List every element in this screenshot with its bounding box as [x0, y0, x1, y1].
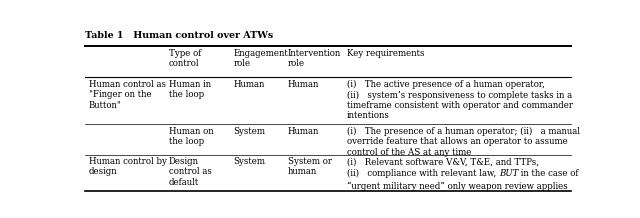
- Text: Human control by
design: Human control by design: [89, 157, 167, 177]
- Text: System or
human: System or human: [288, 157, 332, 177]
- Text: Human in
the loop: Human in the loop: [169, 80, 211, 99]
- Text: Human control as
"Finger on the
Button": Human control as "Finger on the Button": [89, 80, 166, 110]
- Text: Table 1   Human control over ATWs: Table 1 Human control over ATWs: [85, 31, 273, 40]
- Text: Design
control as
default: Design control as default: [169, 157, 212, 187]
- Text: Human: Human: [288, 80, 319, 89]
- Text: Human on
the loop: Human on the loop: [169, 127, 213, 146]
- Text: (i)   The presence of a human operator; (ii)   a manual
override feature that al: (i) The presence of a human operator; (i…: [347, 127, 580, 157]
- Text: (i)   The active presence of a human operator,
(ii)   system’s responsiveness to: (i) The active presence of a human opera…: [347, 80, 573, 120]
- Text: System: System: [233, 127, 265, 136]
- Text: Human: Human: [288, 127, 319, 136]
- Text: Key requirements: Key requirements: [347, 49, 424, 58]
- Text: Type of
control: Type of control: [169, 49, 201, 68]
- Text: in the case of: in the case of: [518, 169, 579, 178]
- Text: (i)   Relevant software V&V, T&E, and TTPs,: (i) Relevant software V&V, T&E, and TTPs…: [347, 157, 539, 166]
- Text: System: System: [233, 157, 265, 166]
- Text: Engagement
role: Engagement role: [233, 49, 288, 68]
- Text: BUT: BUT: [499, 169, 518, 178]
- Text: Intervention
role: Intervention role: [288, 49, 341, 68]
- Text: (ii)   compliance with relevant law,: (ii) compliance with relevant law,: [347, 169, 499, 178]
- Text: “urgent military need” only weapon review applies: “urgent military need” only weapon revie…: [347, 181, 568, 191]
- Text: Human: Human: [233, 80, 264, 89]
